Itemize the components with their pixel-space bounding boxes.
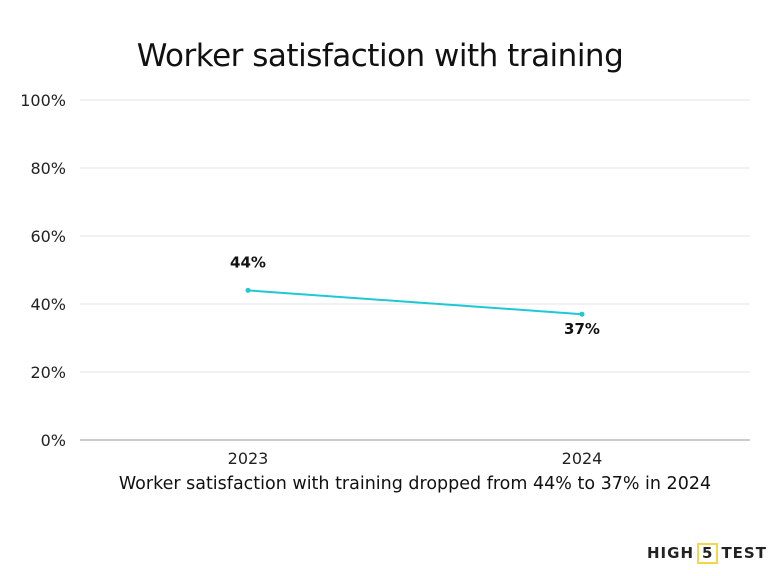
y-tick-label: 80% [30,159,66,178]
y-tick-label: 20% [30,363,66,382]
series-line [247,289,583,316]
data-point [579,311,585,317]
y-tick-label: 0% [41,431,66,450]
data-label: 44% [230,253,266,271]
chart-subtitle: Worker satisfaction with training droppe… [118,474,712,494]
data-point [245,287,251,293]
x-tick-label: 2024 [562,449,603,468]
brand-logo: HIGH 5 TEST [647,543,767,564]
chart-title: Worker satisfaction with training [136,38,624,74]
y-tick-label: 60% [30,227,66,246]
x-tick-label: 2023 [228,449,269,468]
y-tick-label: 100% [20,91,66,110]
y-tick-label: 40% [30,295,66,314]
data-label: 37% [564,320,600,338]
